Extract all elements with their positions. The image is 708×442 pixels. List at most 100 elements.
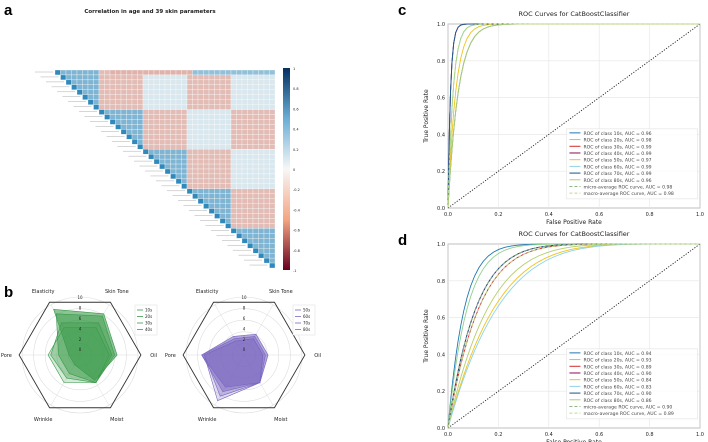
heatmap-cell <box>115 124 122 130</box>
heatmap-cell <box>87 84 94 90</box>
heatmap-cell <box>197 173 204 180</box>
heatmap-cell <box>208 94 215 100</box>
heatmap-cell <box>208 69 215 76</box>
heatmap-cell <box>252 104 259 110</box>
heatmap-cell <box>142 149 149 155</box>
heatmap-cell <box>197 178 204 184</box>
heatmap-cell <box>192 69 199 76</box>
heatmap-cell <box>230 198 237 204</box>
heatmap-cell <box>203 114 210 120</box>
heatmap-cell <box>175 139 182 145</box>
heatmap-cell <box>263 129 270 135</box>
heatmap-cell <box>208 203 215 209</box>
heatmap-cell <box>159 124 166 130</box>
heatmap-cell <box>219 119 226 125</box>
heatmap-cell <box>230 193 237 199</box>
heatmap-cell <box>219 139 226 145</box>
legend-label: ROC of class 10s, AUC = 0.94 <box>583 351 651 357</box>
radar-series-60s <box>201 336 266 393</box>
heatmap-cell <box>181 109 188 115</box>
heatmap-cell <box>236 99 243 105</box>
heatmap-cell <box>131 124 138 130</box>
heatmap-cell <box>258 144 265 150</box>
heatmap-cell <box>225 198 232 204</box>
heatmap-cell <box>104 99 111 105</box>
heatmap-cell <box>131 134 138 140</box>
y-axis-label: True Positive Rate <box>423 309 430 364</box>
heatmap-cell <box>241 213 248 219</box>
heatmap-cell <box>263 94 270 100</box>
heatmap-cell <box>208 124 215 130</box>
heatmap-cell <box>87 89 94 95</box>
heatmap-cell <box>186 173 193 180</box>
heatmap-cell <box>153 129 160 135</box>
heatmap-cell <box>170 99 177 105</box>
heatmap-cell <box>230 84 237 90</box>
heatmap-cell <box>247 188 254 194</box>
heatmap-cell <box>269 129 276 135</box>
heatmap-cell <box>126 109 133 115</box>
heatmap-cell <box>203 69 210 76</box>
legend-label: 50s <box>303 308 310 313</box>
legend-label: macro-average ROC curve, AUC = 0.89 <box>583 411 673 417</box>
heatmap-cell <box>109 79 116 86</box>
heatmap-cell <box>241 119 248 125</box>
heatmap-cell <box>258 139 265 145</box>
radar-axis-label: Wrinkle <box>34 417 53 423</box>
heatmap-cell <box>175 134 182 140</box>
x-tick-label: 0.0 <box>444 212 452 218</box>
heatmap-cell <box>159 163 166 170</box>
heatmap-cell <box>263 243 270 249</box>
colorbar-tick: 0.6 <box>293 107 299 111</box>
heatmap-cell <box>269 79 276 86</box>
heatmap-cell <box>225 79 232 86</box>
heatmap-cell <box>236 153 243 160</box>
heatmap-cell <box>192 104 199 110</box>
heatmap-cell <box>203 198 210 204</box>
heatmap-cell <box>247 163 254 170</box>
heatmap-cell <box>170 89 177 95</box>
heatmap-cell <box>115 89 122 95</box>
heatmap-cell <box>252 99 259 105</box>
heatmap-cell <box>252 208 259 214</box>
legend-label: ROC of class 40s, AUC = 0.90 <box>583 371 651 377</box>
heatmap-cell <box>225 188 232 194</box>
heatmap-cell <box>109 94 116 100</box>
heatmap-cell <box>76 69 83 76</box>
heatmap-cell <box>137 119 144 125</box>
heatmap-cell <box>192 119 199 125</box>
heatmap-cell <box>186 79 193 86</box>
heatmap-cell <box>230 139 237 145</box>
heatmap-cell <box>263 203 270 209</box>
heatmap-cell <box>181 94 188 100</box>
heatmap-cell <box>214 119 221 125</box>
heatmap-cell <box>181 99 188 105</box>
heatmap-cell <box>236 233 243 239</box>
heatmap-cell <box>148 149 155 155</box>
heatmap-cell <box>236 223 243 229</box>
y-tick-label: 0.0 <box>437 206 445 212</box>
heatmap-cell <box>186 109 193 115</box>
heatmap-cell <box>131 129 138 135</box>
y-tick-label: 1.0 <box>437 242 445 248</box>
heatmap-cell <box>131 74 138 81</box>
heatmap-cell <box>247 89 254 95</box>
colorbar-tick: 1 <box>293 67 295 71</box>
heatmap-cell <box>225 163 232 170</box>
radar-axis-label: Moist <box>110 417 123 423</box>
heatmap-cell <box>131 79 138 86</box>
heatmap-cell <box>93 69 100 76</box>
heatmap-cell <box>192 109 199 115</box>
heatmap-cell <box>269 144 276 150</box>
heatmap-cell <box>98 69 105 76</box>
radar-axis-label: Elasticity <box>32 289 55 295</box>
colorbar-tick: 0.8 <box>293 87 299 91</box>
chance-diagonal <box>447 243 701 429</box>
heatmap-cell <box>219 144 226 150</box>
y-tick-label: 0.8 <box>437 59 445 65</box>
heatmap-cell <box>269 198 276 204</box>
heatmap-cell <box>153 124 160 130</box>
heatmap-cell <box>247 84 254 90</box>
heatmap-cell <box>153 104 160 110</box>
heatmap-cell <box>236 193 243 199</box>
